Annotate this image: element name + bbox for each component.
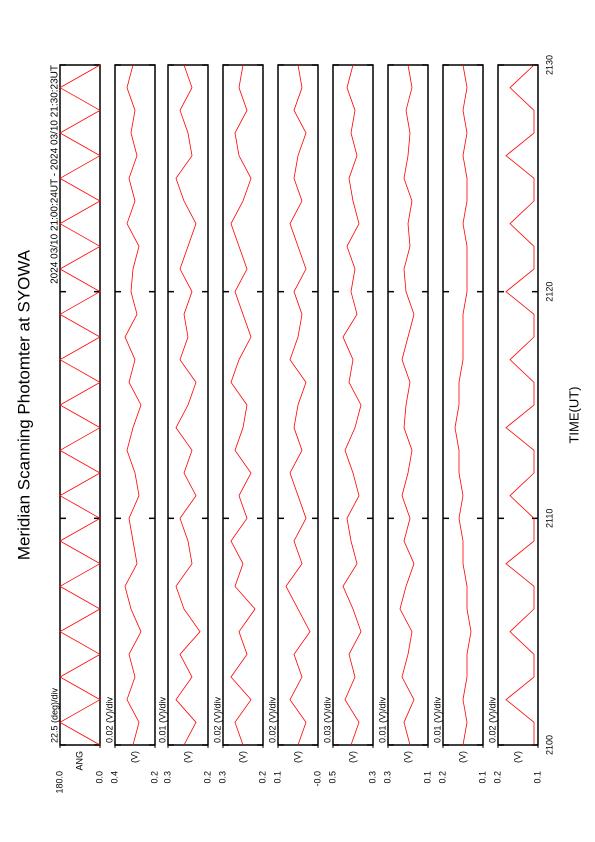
panel-frame	[497, 64, 539, 746]
y-axis-label: (V)	[457, 751, 467, 763]
panel-frame	[442, 64, 484, 746]
y-axis-label: ANG	[74, 751, 84, 771]
y-tick-label: 0.3	[382, 771, 392, 784]
trace	[342, 64, 362, 746]
x-tick-label: 2100	[544, 735, 554, 755]
y-axis-label: (V)	[292, 751, 302, 763]
y-axis-label: (V)	[237, 751, 247, 763]
panel-frame	[167, 64, 209, 746]
x-axis-label: TIME(UT)	[566, 386, 581, 443]
y-tick-label: 0.2	[149, 771, 159, 784]
y-axis-label: (V)	[129, 751, 139, 763]
scale-label: 0.01 (V)/div	[157, 696, 167, 743]
scale-label: 0.02 (V)/div	[104, 696, 114, 743]
trace	[59, 64, 101, 746]
y-tick-label: 0.2	[492, 771, 502, 784]
y-tick-label: 0.0	[94, 771, 104, 784]
panel-frame	[387, 64, 429, 746]
y-axis-label: (V)	[347, 751, 357, 763]
subtitle: 2024 03/10 21:00:24UT - 2024 03/10 21:30…	[50, 65, 61, 284]
y-tick-label: 0.4	[109, 771, 119, 784]
x-tick-label: 2120	[544, 282, 554, 302]
trace	[230, 64, 256, 746]
y-tick-label: 0.2	[257, 771, 267, 784]
trace	[124, 64, 142, 746]
y-tick-label: 0.1	[532, 771, 542, 784]
trace	[175, 64, 201, 746]
panel-frame	[114, 64, 156, 746]
y-tick-label: 0.5	[327, 771, 337, 784]
rotated-chart: Meridian Scanning Photomter at SYOWA 202…	[14, 55, 581, 794]
scale-label: 22.5 (deg)/div	[49, 687, 59, 743]
trace	[399, 64, 415, 746]
scale-label: 0.01 (V)/div	[432, 696, 442, 743]
scale-label: 0.01 (V)/div	[377, 696, 387, 743]
y-tick-label: 0.3	[162, 771, 172, 784]
x-tick-label: 2110	[544, 509, 554, 528]
y-tick-label: 0.2	[437, 771, 447, 784]
y-axis-label: (V)	[182, 751, 192, 763]
x-tick-label: 2130	[544, 55, 554, 75]
trace	[454, 64, 472, 746]
y-tick-label: -0.0	[312, 771, 322, 787]
y-tick-label: 0.1	[422, 771, 432, 784]
y-tick-label: 0.3	[367, 771, 377, 784]
y-tick-label: 0.1	[477, 771, 487, 784]
trace	[505, 64, 535, 745]
scale-label: 0.02 (V)/div	[487, 696, 497, 743]
chart-title: Meridian Scanning Photomter at SYOWA	[14, 249, 33, 560]
y-tick-label: 0.2	[202, 771, 212, 784]
y-tick-label: 180.0	[54, 771, 64, 794]
scale-label: 0.02 (V)/div	[267, 696, 277, 743]
trace	[285, 64, 311, 746]
y-axis-label: (V)	[402, 751, 412, 763]
y-tick-label: 0.3	[217, 771, 227, 784]
y-axis-label: (V)	[512, 751, 522, 763]
scale-label: 0.02 (V)/div	[212, 696, 222, 743]
y-tick-label: 0.1	[272, 771, 282, 784]
scale-label: 0.03 (V)/div	[322, 696, 332, 743]
